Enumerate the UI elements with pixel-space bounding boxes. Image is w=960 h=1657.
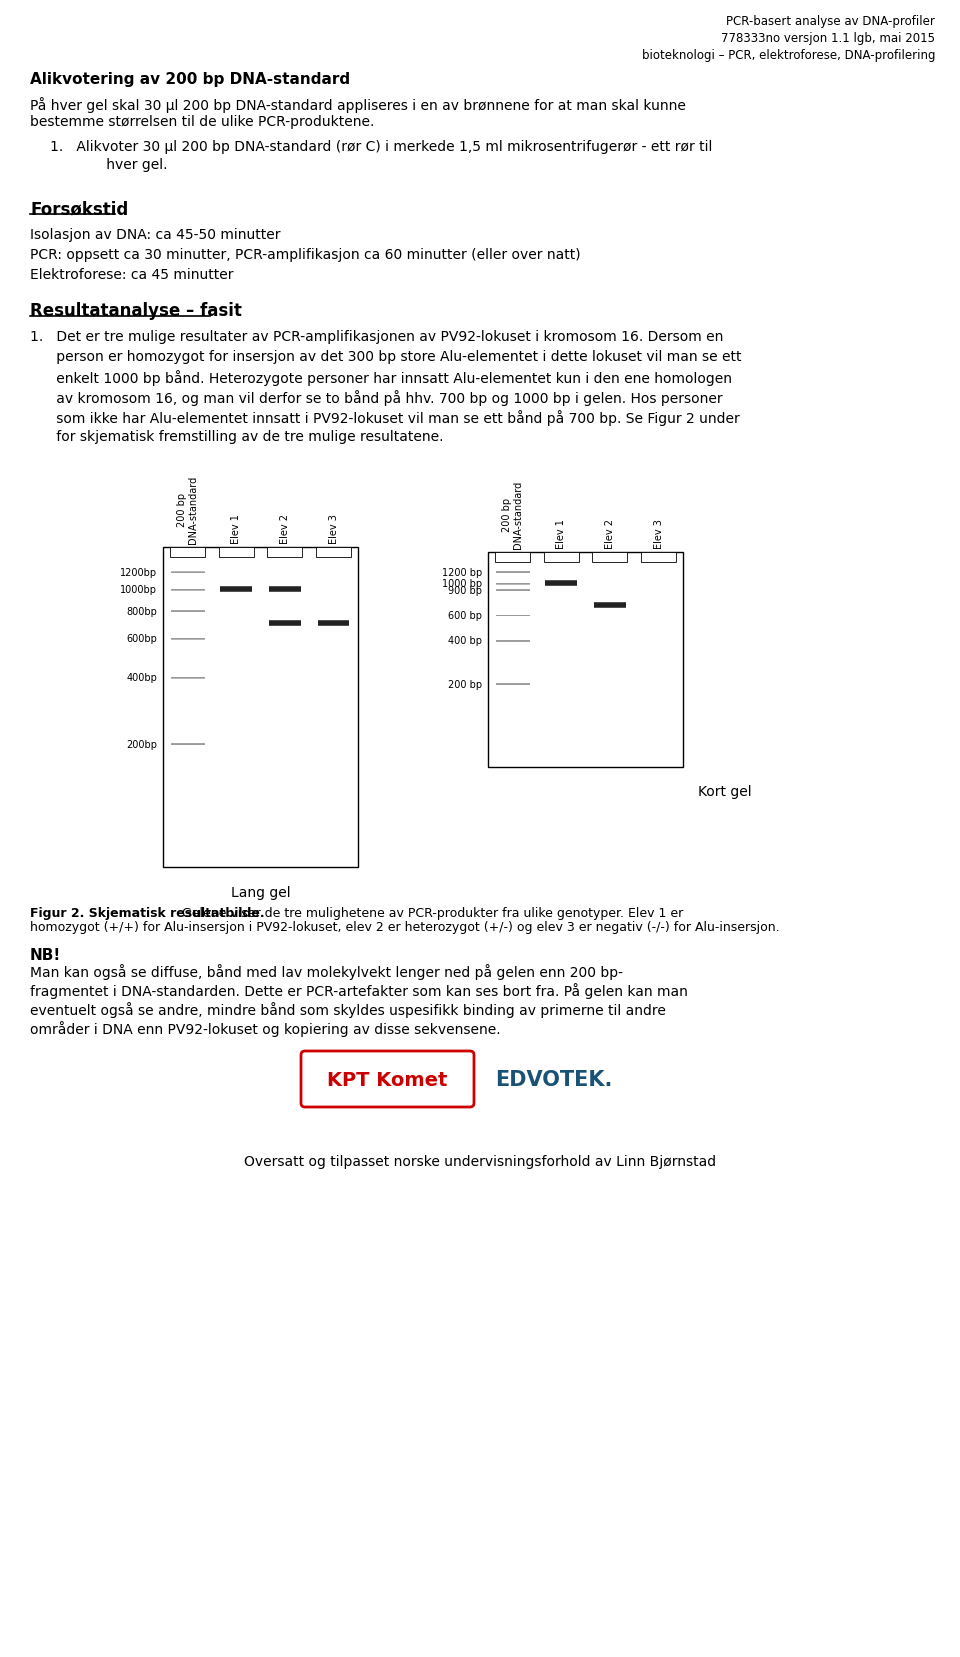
Bar [163,548,358,868]
Text: homozygot (+/+) for Alu-insersjon i PV92-lokuset, elev 2 er heterozygot (+/-) og: homozygot (+/+) for Alu-insersjon i PV92… [30,920,780,933]
Bar [170,548,204,558]
Text: Isolasjon av DNA: ca 45-50 minutter: Isolasjon av DNA: ca 45-50 minutter [30,229,280,242]
Text: Elev 3: Elev 3 [654,519,663,548]
Text: fragmentet i DNA-standarden. Dette er PCR-artefakter som kan ses bort fra. På ge: fragmentet i DNA-standarden. Dette er PC… [30,983,688,999]
Text: Elev 3: Elev 3 [328,514,339,543]
Text: Figur 2. Skjematisk resultatbilde.: Figur 2. Skjematisk resultatbilde. [30,906,265,920]
Text: 200 bp
DNA-standard: 200 bp DNA-standard [501,481,523,548]
Text: PCR: oppsett ca 30 minutter, PCR-amplifikasjon ca 60 minutter (eller over natt): PCR: oppsett ca 30 minutter, PCR-amplifi… [30,249,581,262]
Text: Elektroforese: ca 45 minutter: Elektroforese: ca 45 minutter [30,268,233,282]
Text: 1000 bp: 1000 bp [442,578,482,588]
Text: bestemme størrelsen til de ulike PCR-produktene.: bestemme størrelsen til de ulike PCR-pro… [30,114,374,129]
Text: 400bp: 400bp [126,673,157,683]
Text: KPT Komet: KPT Komet [327,1070,447,1089]
Text: Oversatt og tilpasset norske undervisningsforhold av Linn Bjørnstad: Oversatt og tilpasset norske undervisnin… [244,1155,716,1168]
Bar [267,548,302,558]
Text: 778333no versjon 1.1 lgb, mai 2015: 778333no versjon 1.1 lgb, mai 2015 [721,31,935,45]
Bar [543,553,579,563]
Text: 600 bp: 600 bp [448,611,482,621]
Text: 800bp: 800bp [126,606,157,616]
Text: 1200 bp: 1200 bp [442,567,482,577]
Text: person er homozygot for insersjon av det 300 bp store Alu-elementet i dette loku: person er homozygot for insersjon av det… [30,350,741,365]
Text: Alikvotering av 200 bp DNA-standard: Alikvotering av 200 bp DNA-standard [30,71,350,86]
Text: hver gel.: hver gel. [80,157,167,172]
Text: bioteknologi – PCR, elektroforese, DNA-profilering: bioteknologi – PCR, elektroforese, DNA-p… [641,50,935,61]
Text: 200bp: 200bp [126,739,157,749]
Bar [219,548,253,558]
Text: PCR-basert analyse av DNA-profiler: PCR-basert analyse av DNA-profiler [726,15,935,28]
Bar [641,553,676,563]
Text: enkelt 1000 bp bånd. Heterozygote personer har innsatt Alu-elementet kun i den e: enkelt 1000 bp bånd. Heterozygote person… [30,370,732,386]
Text: Kort gel: Kort gel [698,784,752,799]
Text: 900 bp: 900 bp [448,585,482,595]
Text: for skjematisk fremstilling av de tre mulige resultatene.: for skjematisk fremstilling av de tre mu… [30,429,444,444]
Text: 1200bp: 1200bp [120,567,157,577]
Text: Elev 2: Elev 2 [605,519,614,548]
Text: 1.   Det er tre mulige resultater av PCR-amplifikasjonen av PV92-lokuset i kromo: 1. Det er tre mulige resultater av PCR-a… [30,330,724,343]
Text: Forsøkstid: Forsøkstid [30,200,129,217]
Bar [494,553,530,563]
Text: Lang gel: Lang gel [230,885,290,900]
Text: 400 bp: 400 bp [448,636,482,646]
Text: Elev 2: Elev 2 [280,514,290,543]
Text: 200 bp
DNA-standard: 200 bp DNA-standard [177,476,198,543]
Text: Gelene viser de tre mulighetene av PCR-produkter fra ulike genotyper. Elev 1 er: Gelene viser de tre mulighetene av PCR-p… [178,906,684,920]
Text: EDVOTEK.: EDVOTEK. [495,1069,612,1089]
Text: Elev 1: Elev 1 [231,514,241,543]
Text: Resultatanalyse – fasit: Resultatanalyse – fasit [30,302,242,320]
Text: 1.   Alikvoter 30 μl 200 bp DNA-standard (rør C) i merkede 1,5 ml mikrosentrifug: 1. Alikvoter 30 μl 200 bp DNA-standard (… [50,139,712,154]
Text: 200 bp: 200 bp [448,679,482,689]
Text: Man kan også se diffuse, bånd med lav molekylvekt lenger ned på gelen enn 200 bp: Man kan også se diffuse, bånd med lav mo… [30,963,623,979]
Text: eventuelt også se andre, mindre bånd som skyldes uspesifikk binding av primerne : eventuelt også se andre, mindre bånd som… [30,1001,666,1017]
Bar [592,553,628,563]
Bar [488,553,683,767]
Bar [316,548,351,558]
Text: av kromosom 16, og man vil derfor se to bånd på hhv. 700 bp og 1000 bp i gelen. : av kromosom 16, og man vil derfor se to … [30,389,723,406]
FancyBboxPatch shape [301,1051,474,1107]
Text: NB!: NB! [30,948,61,963]
Text: 1000bp: 1000bp [120,585,157,595]
Text: På hver gel skal 30 μl 200 bp DNA-standard appliseres i en av brønnene for at ma: På hver gel skal 30 μl 200 bp DNA-standa… [30,98,685,113]
Text: som ikke har Alu-elementet innsatt i PV92-lokuset vil man se ett bånd på 700 bp.: som ikke har Alu-elementet innsatt i PV9… [30,409,740,426]
Text: 600bp: 600bp [126,635,157,645]
Text: områder i DNA enn PV92-lokuset og kopiering av disse sekvensene.: områder i DNA enn PV92-lokuset og kopier… [30,1021,500,1036]
Text: Elev 1: Elev 1 [556,519,566,548]
